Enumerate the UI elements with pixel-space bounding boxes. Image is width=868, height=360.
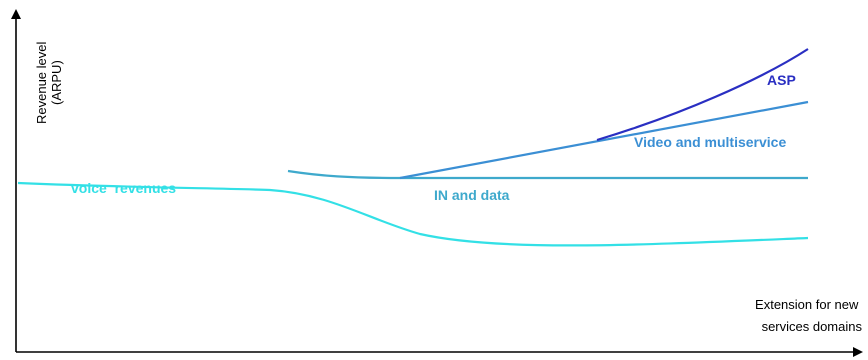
- in-and-data-curve: [287, 169, 808, 180]
- in-and-data-label: IN and data: [434, 187, 510, 203]
- voice-revenues-label: voice revenues: [71, 180, 176, 196]
- asp-curve: [596, 48, 809, 142]
- voice-revenue-curve: [17, 181, 809, 247]
- x-axis-title-line2: services domains: [762, 319, 863, 334]
- y-axis-title-line1: Revenue level: [34, 42, 49, 124]
- x-axis-title: Extension for new services domains: [755, 297, 862, 334]
- video-multiservice-label: Video and multiservice: [634, 134, 786, 150]
- x-axis-title-line1: Extension for new: [755, 297, 859, 312]
- video-multiservice-curve: [399, 100, 809, 180]
- y-axis-title-line2: (ARPU): [49, 60, 64, 105]
- asp-label: ASP: [767, 72, 796, 88]
- y-axis-title: Revenue level (ARPU): [34, 38, 64, 124]
